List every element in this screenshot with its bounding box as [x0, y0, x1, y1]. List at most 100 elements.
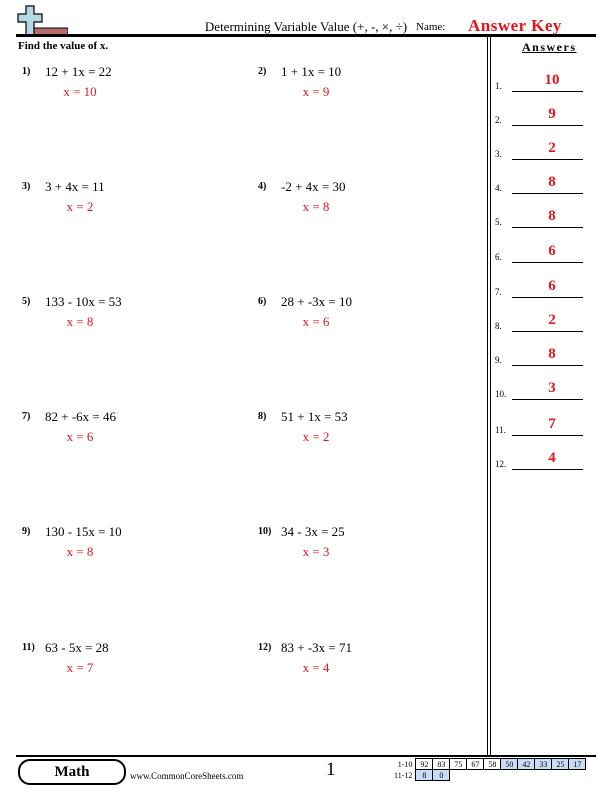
problem-equation: 63 - 5x = 28	[45, 640, 109, 655]
answer-line	[512, 125, 583, 126]
problem-solution: x = 4	[302, 660, 330, 675]
problem-solution: x = 6	[66, 429, 94, 444]
problem-equation: 34 - 3x = 25	[281, 524, 345, 539]
subject-badge: Math	[18, 759, 126, 785]
problem-equation: 3 + 4x = 11	[45, 179, 105, 194]
answer-line	[512, 159, 583, 160]
problem-solution: x = 6	[302, 314, 330, 329]
answer-number: 10.	[495, 389, 507, 399]
problem-equation: 82 + -6x = 46	[45, 409, 116, 424]
answer-line	[512, 297, 583, 298]
problem-equation: -2 + 4x = 30	[281, 179, 346, 194]
problem-solution: x = 2	[302, 429, 330, 444]
score-cell: 50	[500, 758, 519, 770]
problem-equation: 28 + -3x = 10	[281, 294, 352, 309]
answer-number: 6.	[495, 252, 502, 262]
answer-line	[512, 365, 583, 366]
score-cell: 75	[449, 758, 468, 770]
answer-value: 4	[548, 450, 556, 466]
name-value: Answer Key	[468, 16, 562, 35]
answer-line	[512, 469, 583, 470]
problem-equation: 1 + 1x = 10	[281, 64, 342, 79]
problem-number: 12)	[258, 642, 272, 653]
problem-number: 4)	[258, 181, 267, 192]
answer-line	[512, 193, 583, 194]
problem-solution: x = 7	[66, 660, 94, 675]
answer-value: 9	[548, 106, 556, 122]
site-url: www.CommonCoreSheets.com	[130, 771, 244, 781]
score-cell: 42	[517, 758, 536, 770]
problem-equation: 83 + -3x = 71	[281, 640, 352, 655]
problem-equation: 51 + 1x = 53	[281, 409, 348, 424]
answer-number: 7.	[495, 287, 502, 297]
problem-number: 10)	[258, 526, 272, 537]
answer-number: 11.	[495, 425, 506, 435]
problem-equation: 130 - 15x = 10	[45, 524, 122, 539]
answer-number: 3.	[495, 149, 502, 159]
score-cell: 67	[466, 758, 485, 770]
score-cell: 92	[415, 758, 434, 770]
instructions: Find the value of x.	[18, 40, 109, 52]
problem-number: 6)	[258, 296, 267, 307]
score-table: 1-10 92 83 75 67 58 50 42 33 25 17 11-12 8 0	[392, 758, 587, 781]
score-cell: 83	[432, 758, 451, 770]
problem-equation: 12 + 1x = 22	[45, 64, 112, 79]
answer-value: 2	[548, 312, 556, 328]
problem-solution: x = 10	[63, 84, 97, 99]
answer-number: 12.	[495, 459, 507, 469]
score-cell: 0	[432, 769, 451, 781]
answer-divider	[490, 37, 491, 755]
score-cell: 58	[483, 758, 502, 770]
answer-value: 2	[548, 140, 556, 156]
score-cell: 8	[415, 769, 434, 781]
problem-number: 8)	[258, 411, 267, 422]
problem-equation: 133 - 10x = 53	[45, 294, 122, 309]
score-cell: 33	[534, 758, 553, 770]
problem-number: 7)	[22, 411, 31, 422]
problem-solution: x = 9	[302, 84, 330, 99]
answer-line	[512, 399, 583, 400]
answer-value: 8	[548, 208, 556, 224]
answer-value: 6	[548, 243, 556, 259]
plus-minus-logo	[17, 5, 68, 36]
answer-divider	[487, 37, 488, 755]
answer-value: 10	[544, 72, 560, 88]
answer-value: 6	[548, 278, 556, 294]
answer-number: 5.	[495, 217, 502, 227]
problem-number: 1)	[22, 66, 31, 77]
page-number: 1	[326, 759, 336, 780]
answer-value: 8	[548, 346, 556, 362]
problem-number: 9)	[22, 526, 31, 537]
problem-number: 2)	[258, 66, 267, 77]
answer-value: 3	[548, 380, 556, 396]
answer-number: 9.	[495, 355, 502, 365]
problem-number: 5)	[22, 296, 31, 307]
answer-number: 2.	[495, 115, 502, 125]
answer-line	[512, 331, 583, 332]
problem-solution: x = 2	[66, 199, 94, 214]
answer-line	[512, 435, 583, 436]
problem-number: 3)	[22, 181, 31, 192]
score-range: 1-10	[397, 759, 413, 769]
problem-number: 11)	[22, 642, 35, 653]
answers-heading: Answers	[522, 40, 577, 54]
score-range: 11-12	[394, 770, 413, 780]
problem-solution: x = 3	[302, 544, 330, 559]
footer-divider	[16, 755, 596, 757]
score-row: 11-12 8 0	[392, 769, 586, 781]
score-cell: 17	[568, 758, 587, 770]
score-cell: 25	[551, 758, 570, 770]
answer-line	[512, 91, 583, 92]
answer-value: 8	[548, 174, 556, 190]
answer-line	[512, 227, 583, 228]
answer-number: 1.	[495, 81, 502, 91]
worksheet-title: Determining Variable Value (+, -, ×, ÷)	[204, 19, 408, 34]
answer-value: 7	[548, 416, 556, 432]
name-label: Name:	[416, 21, 446, 33]
answer-number: 8.	[495, 321, 502, 331]
score-row: 1-10 92 83 75 67 58 50 42 33 25 17	[392, 758, 587, 770]
header-divider	[16, 34, 596, 37]
problem-solution: x = 8	[302, 199, 330, 214]
problem-solution: x = 8	[66, 544, 94, 559]
problem-solution: x = 8	[66, 314, 94, 329]
